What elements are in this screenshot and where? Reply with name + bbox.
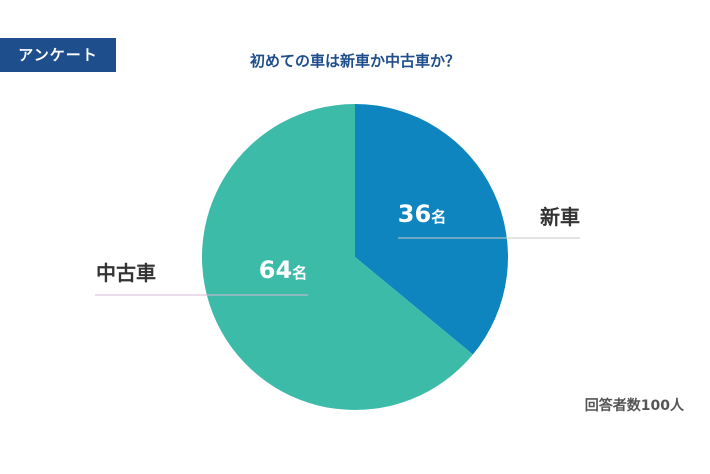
- survey-badge: アンケート: [0, 38, 116, 72]
- pie-slices: [202, 104, 509, 410]
- category-label: 新車: [540, 205, 580, 229]
- pie-slice-used-car: [202, 104, 473, 410]
- category-label: 中古車: [96, 261, 156, 285]
- data-label: 64名: [259, 256, 307, 284]
- pie-slice-new-car: [355, 104, 509, 355]
- respondent-count: 回答者数100人: [584, 398, 684, 414]
- data-label: 36名: [398, 200, 446, 228]
- chart-title: 初めての車は新車か中古車か？: [249, 52, 460, 70]
- pie-labels: 36名 新車 64名 中古車: [95, 200, 580, 296]
